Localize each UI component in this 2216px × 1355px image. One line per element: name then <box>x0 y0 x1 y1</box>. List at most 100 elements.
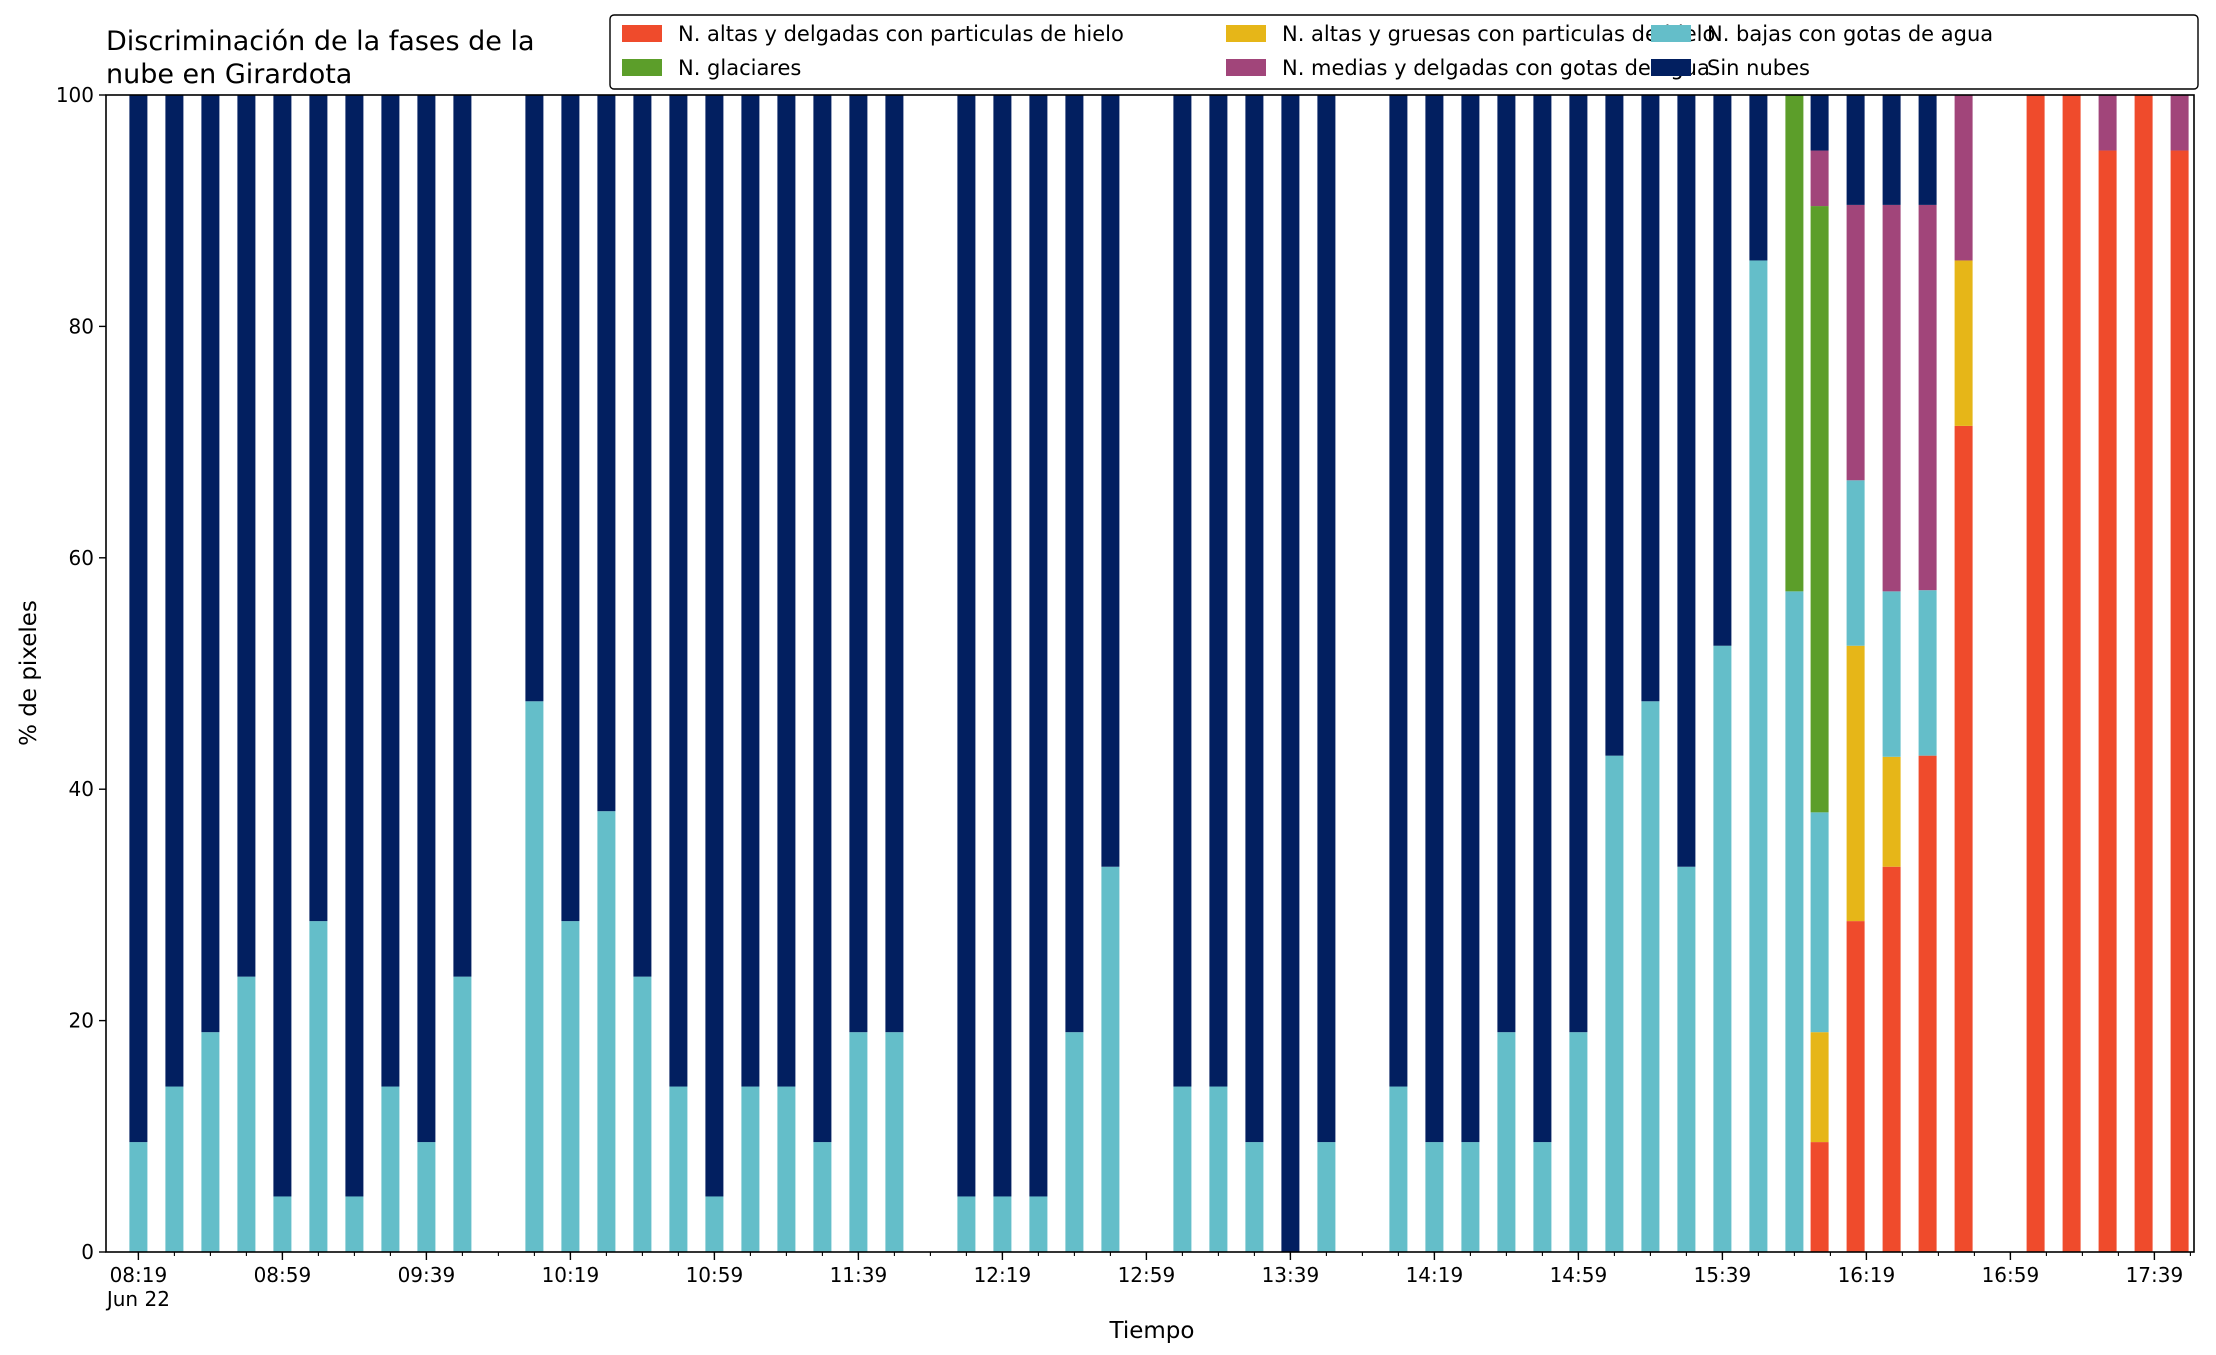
bar-38 <box>1641 95 1660 1252</box>
bar-segment-bajas <box>237 976 256 1252</box>
x-tick-sublabel: Jun 22 <box>105 1287 170 1311</box>
bar-28 <box>1245 95 1264 1252</box>
bar-26 <box>1173 95 1192 1252</box>
bar-segment-sin_nubes <box>885 95 904 1033</box>
x-tick-label: 17:39 <box>2126 1263 2184 1287</box>
bar-segment-bajas <box>1389 1086 1408 1252</box>
legend-item-glaciares: N. glaciares <box>622 56 801 80</box>
bar-segment-sin_nubes <box>741 95 760 1087</box>
legend-item-altas_gruesas: N. altas y gruesas con particulas de hie… <box>1226 22 1715 46</box>
y-axis-label: % de pixeles <box>16 600 42 746</box>
legend-item-bajas: N. bajas con gotas de agua <box>1651 22 1993 46</box>
bar-33 <box>1461 95 1480 1252</box>
x-tick-label: 12:59 <box>1118 1263 1176 1287</box>
bar-segment-sin_nubes <box>1245 95 1264 1143</box>
bar-11 <box>561 95 580 1252</box>
bar-segment-bajas <box>885 1032 904 1252</box>
x-axis-label: Tiempo <box>1109 1318 1195 1344</box>
bar-segment-bajas <box>561 921 580 1252</box>
bar-segment-sin_nubes <box>1461 95 1480 1143</box>
bar-43 <box>1810 95 1829 1252</box>
bar-segment-bajas <box>849 1032 868 1252</box>
bar-segment-bajas <box>201 1032 220 1252</box>
bar-segment-bajas <box>633 976 652 1252</box>
legend-label: N. altas y gruesas con particulas de hie… <box>1282 22 1715 46</box>
x-tick-label: 08:19 <box>110 1263 168 1287</box>
bar-segment-bajas <box>1846 480 1865 646</box>
x-tick-label: 09:39 <box>398 1263 456 1287</box>
bar-segment-sin_nubes <box>1317 95 1336 1143</box>
bar-52 <box>2170 95 2189 1252</box>
bar-segment-bajas <box>705 1196 724 1252</box>
bar-segment-bajas <box>813 1142 832 1252</box>
bar-segment-sin_nubes <box>813 95 832 1143</box>
y-tick-label: 40 <box>69 777 94 801</box>
bar-segment-medias <box>2098 95 2117 151</box>
legend-item-altas_delgadas: N. altas y delgadas con particulas de hi… <box>622 22 1124 46</box>
x-tick-label: 11:39 <box>830 1263 888 1287</box>
bar-segment-sin_nubes <box>1846 95 1865 205</box>
bar-segment-bajas <box>1569 1032 1588 1252</box>
bar-9 <box>453 95 472 1252</box>
bar-segment-bajas <box>1461 1142 1480 1252</box>
bar-segment-bajas <box>1245 1142 1264 1252</box>
bar-39 <box>1677 95 1696 1252</box>
bar-segment-sin_nubes <box>1677 95 1696 867</box>
x-tick-label: 12:19 <box>974 1263 1032 1287</box>
bar-segment-medias <box>1846 204 1865 481</box>
bar-segment-sin_nubes <box>705 95 724 1197</box>
bar-47 <box>1954 95 1973 1252</box>
bar-segment-altas_delgadas <box>1918 755 1937 1252</box>
bar-6 <box>345 95 364 1252</box>
bar-segment-bajas <box>1605 755 1624 1252</box>
bar-segment-sin_nubes <box>957 95 976 1197</box>
bar-segment-altas_delgadas <box>1954 425 1973 1252</box>
bar-30 <box>1317 95 1336 1252</box>
bar-36 <box>1569 95 1588 1252</box>
bar-segment-altas_delgadas <box>2026 95 2045 1252</box>
bar-segment-medias <box>1882 204 1901 592</box>
bar-segment-altas_delgadas <box>1846 921 1865 1252</box>
bar-17 <box>777 95 796 1252</box>
bar-segment-bajas <box>1101 866 1120 1252</box>
bar-32 <box>1425 95 1444 1252</box>
bar-13 <box>633 95 652 1252</box>
bar-10 <box>525 95 544 1252</box>
x-tick-label: 13:39 <box>1262 1263 1320 1287</box>
bar-segment-sin_nubes <box>525 95 544 702</box>
bar-segment-sin_nubes <box>201 95 220 1033</box>
bar-segment-bajas <box>1810 812 1829 1033</box>
bar-segment-sin_nubes <box>669 95 688 1087</box>
bar-segment-bajas <box>993 1196 1012 1252</box>
y-axis: 0 20 40 60 80 100 <box>56 83 106 1264</box>
bar-segment-bajas <box>1918 590 1937 756</box>
bar-segment-bajas <box>381 1086 400 1252</box>
legend-label: N. medias y delgadas con gotas de agua <box>1282 56 1710 80</box>
bar-25 <box>1101 95 1120 1252</box>
bar-segment-bajas <box>777 1086 796 1252</box>
x-tick-label: 14:59 <box>1550 1263 1608 1287</box>
bar-segment-sin_nubes <box>1101 95 1120 867</box>
bar-45 <box>1882 95 1901 1252</box>
legend-label: N. altas y delgadas con particulas de hi… <box>678 22 1124 46</box>
bar-segment-sin_nubes <box>453 95 472 977</box>
bar-segment-bajas <box>1497 1032 1516 1252</box>
bar-segment-sin_nubes <box>309 95 328 922</box>
legend: N. altas y delgadas con particulas de hi… <box>609 14 2199 90</box>
bar-segment-bajas <box>453 976 472 1252</box>
bar-segment-bajas <box>1209 1086 1228 1252</box>
x-tick-label: 10:59 <box>686 1263 744 1287</box>
bar-segment-bajas <box>309 921 328 1252</box>
bar-segment-bajas <box>1533 1142 1552 1252</box>
bar-29 <box>1281 95 1300 1252</box>
legend-label: N. glaciares <box>678 56 801 80</box>
bar-37 <box>1605 95 1624 1252</box>
y-tick-label: 60 <box>69 546 94 570</box>
bar-segment-bajas <box>1785 591 1804 1252</box>
bar-segment-sin_nubes <box>849 95 868 1033</box>
bar-segment-altas_delgadas <box>1810 1142 1829 1252</box>
bar-segment-sin_nubes <box>1281 95 1300 1252</box>
bar-segment-sin_nubes <box>129 95 148 1143</box>
bar-segment-sin_nubes <box>1918 95 1937 205</box>
